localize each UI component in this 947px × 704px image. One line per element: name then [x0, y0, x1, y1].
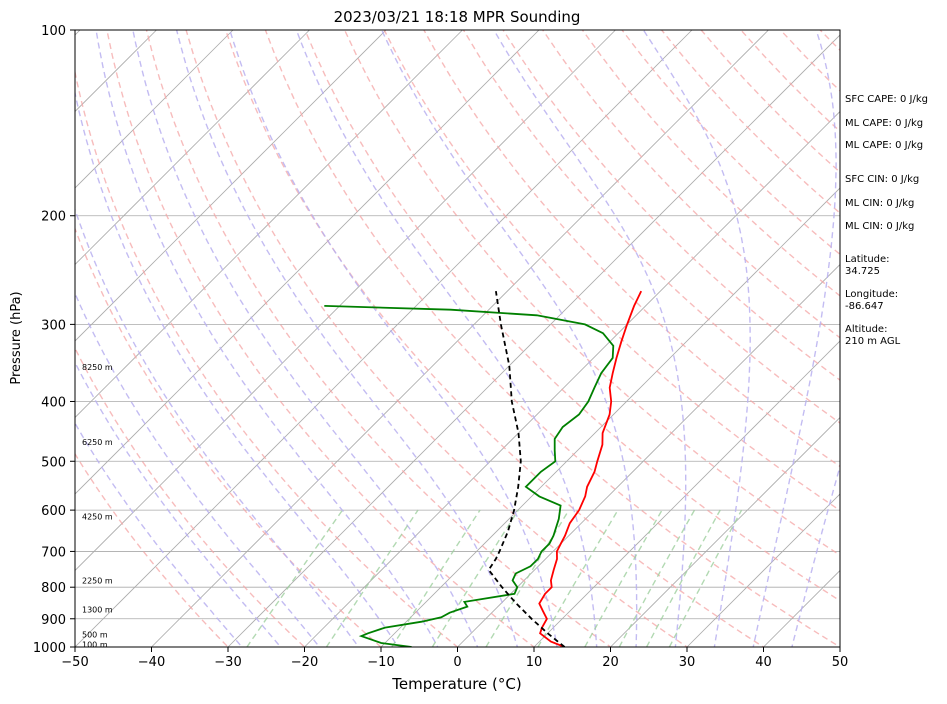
height-label: 8250 m [82, 363, 113, 372]
y-axis-label: Pressure (hPa) [9, 291, 24, 384]
index-text: SFC CIN: 0 J/kg [845, 174, 919, 185]
x-tick-label: −40 [138, 655, 165, 670]
y-tick-label: 100 [41, 24, 66, 39]
x-axis-label: Temperature (°C) [391, 675, 521, 693]
moist-adiabat-line [177, 30, 521, 660]
height-label: 2250 m [82, 576, 113, 585]
x-tick-label: −10 [367, 655, 394, 670]
x-tick-label: 10 [526, 655, 543, 670]
moist-adiabat-line [36, 30, 368, 660]
height-label: 500 m [82, 631, 108, 640]
y-tick-label: 800 [41, 581, 66, 596]
moist-adiabat-line [296, 30, 597, 660]
x-tick-label: 50 [832, 655, 849, 670]
altitude-value: 210 m AGL [845, 336, 901, 347]
background-lines [0, 30, 947, 660]
isotherm-line [0, 30, 616, 647]
moist-adiabat-line [0, 30, 291, 660]
height-label: 1300 m [82, 606, 113, 615]
moist-adiabat-line [382, 30, 637, 660]
x-tick-label: −20 [291, 655, 318, 670]
index-text: ML CAPE: 0 J/kg [845, 140, 923, 151]
index-text: ML CIN: 0 J/kg [845, 221, 914, 232]
mixing-ratio-line [538, 510, 618, 647]
dry-adiabat-line [0, 30, 319, 660]
chart-title: 2023/03/21 18:18 MPR Sounding [334, 8, 581, 26]
moist-adiabat-line [64, 30, 406, 660]
moist-adiabat-line [11, 30, 330, 660]
mixing-ratio-line [669, 510, 741, 647]
dewpoint-profile-line [324, 306, 613, 647]
index-text: SFC CAPE: 0 J/kg [845, 94, 928, 105]
y-tick-label: 900 [41, 613, 66, 628]
moist-adiabat-line [133, 30, 483, 660]
mixing-ratio-line [432, 510, 518, 647]
mixing-ratio-line [585, 510, 662, 647]
x-tick-label: −50 [61, 655, 88, 670]
mixing-ratio-line [247, 510, 343, 647]
dry-adiabat-line [939, 30, 947, 660]
y-tick-label: 1000 [33, 641, 66, 656]
altitude-label: Altitude: [845, 324, 887, 335]
isotherm-line [0, 30, 539, 647]
index-text: ML CIN: 0 J/kg [845, 198, 914, 209]
dry-adiabat-line [265, 30, 861, 660]
x-tick-label: 0 [453, 655, 461, 670]
latitude-value: 34.725 [845, 266, 880, 277]
isotherm-line [75, 30, 692, 647]
height-label: 100 m [82, 640, 108, 649]
moist-adiabat-line [643, 30, 750, 660]
x-tick-label: −30 [214, 655, 241, 670]
y-tick-label: 500 [41, 455, 66, 470]
x-tick-label: 20 [602, 655, 619, 670]
longitude-label: Longitude: [845, 289, 898, 300]
height-label: 6250 m [82, 438, 113, 447]
mixing-ratio-line [486, 510, 569, 647]
y-tick-label: 600 [41, 504, 66, 519]
index-text: ML CAPE: 0 J/kg [845, 118, 923, 129]
isotherm-line [0, 30, 4, 647]
height-label: 4250 m [82, 513, 113, 522]
x-tick-label: 40 [755, 655, 772, 670]
y-tick-label: 700 [41, 545, 66, 560]
plot-frame [75, 30, 840, 647]
y-tick-label: 300 [41, 318, 66, 333]
x-tick-label: 30 [679, 655, 696, 670]
side-panel: SFC CAPE: 0 J/kg ML CAPE: 0 J/kg ML CAPE: … [845, 94, 928, 347]
isotherm-line [228, 30, 845, 647]
dry-adiabat-line [0, 30, 241, 660]
y-tick-label: 200 [41, 210, 66, 225]
longitude-value: -86.647 [845, 301, 884, 312]
latitude-label: Latitude: [845, 254, 890, 265]
y-tick-label: 400 [41, 395, 66, 410]
